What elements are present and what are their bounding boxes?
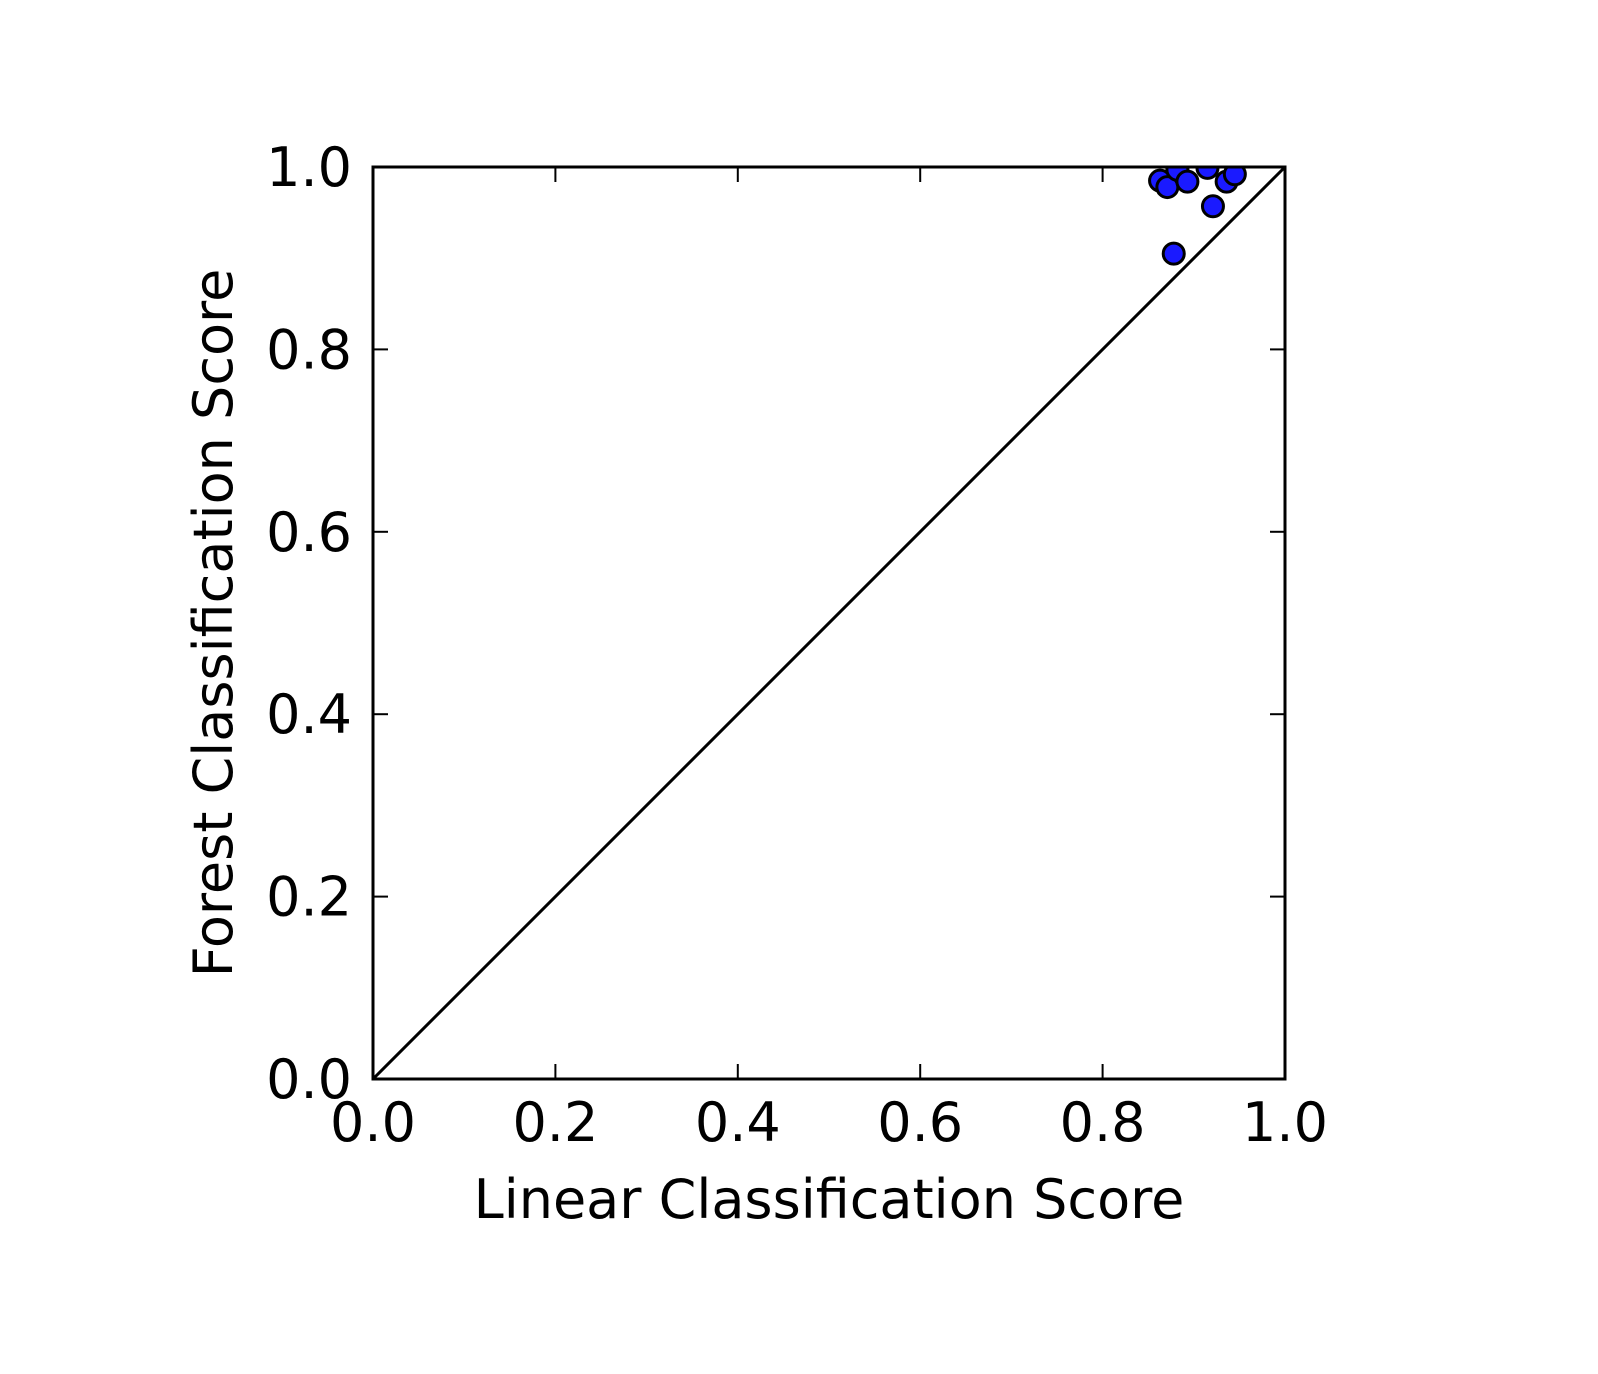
y-tick-label: 0.2 xyxy=(266,866,352,929)
diagonal-reference-line xyxy=(371,165,1287,1081)
y-axis-label: Forest Classification Score xyxy=(182,269,245,978)
scatter-point xyxy=(1175,169,1200,194)
plot-frame xyxy=(371,165,1287,1081)
scatter-point xyxy=(1200,194,1225,219)
x-axis-label: Linear Classification Score xyxy=(474,1168,1185,1231)
y-tick-label: 0.4 xyxy=(266,683,352,746)
y-tick-label: 0.0 xyxy=(266,1048,352,1111)
x-tick-label: 0.2 xyxy=(512,1091,598,1154)
y-tick-label: 0.6 xyxy=(266,501,352,564)
tick-labels: 0.0 0.2 0.4 0.6 0.8 1.0 0.0 0.2 0.4 0.6 0.8 1.0 xyxy=(266,136,1328,1154)
y-tick-label: 0.8 xyxy=(266,318,352,381)
x-tick-label: 0.0 xyxy=(330,1091,416,1154)
scatter-point xyxy=(1222,167,1247,187)
scatter-point xyxy=(1161,241,1186,266)
x-tick-label: 0.6 xyxy=(877,1091,963,1154)
x-tick-label: 0.4 xyxy=(695,1091,781,1154)
x-tick-label: 0.8 xyxy=(1060,1091,1146,1154)
y-tick-label: 1.0 xyxy=(266,136,352,199)
x-tick-label: 1.0 xyxy=(1242,1091,1328,1154)
